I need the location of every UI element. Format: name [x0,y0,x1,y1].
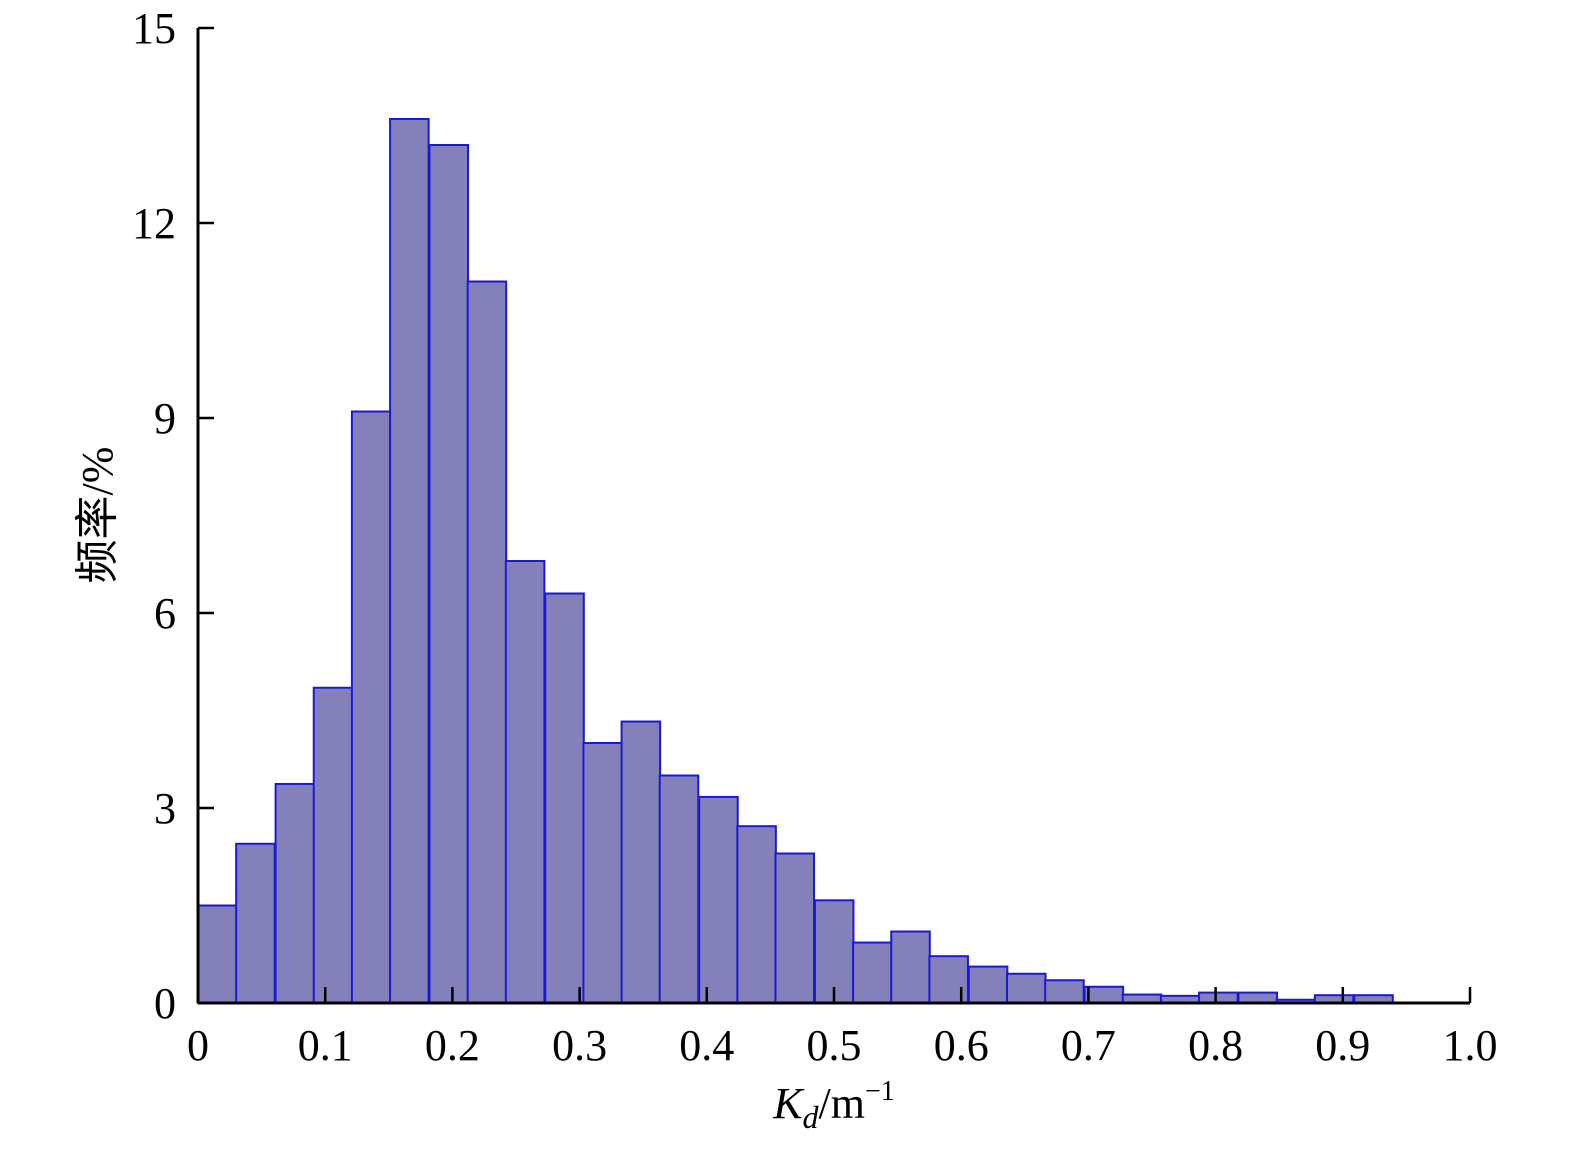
histogram-bar-5 [389,118,430,1004]
histogram-bar-10 [582,742,623,1004]
histogram-bar-9 [544,592,585,1004]
x-tick-label-2: 0.2 [425,1021,480,1070]
histogram-bar-7 [466,280,508,1004]
histogram-bar-21 [1005,972,1047,1004]
x-tick-label-9: 0.9 [1315,1021,1370,1070]
histogram-bar-22 [1044,979,1085,1004]
histogram-bar-8 [504,560,546,1004]
x-tick-label-6: 0.6 [934,1021,989,1070]
histogram-bar-4 [350,410,392,1004]
x-axis-title-unit: /m [819,1079,865,1128]
bar-group [197,118,1394,1005]
histogram-bar-23 [1083,985,1125,1004]
histogram-bar-12 [658,774,700,1004]
histogram-bar-2 [274,782,316,1005]
histogram-bar-15 [774,852,816,1004]
y-tick-label-2: 6 [154,589,176,638]
y-tick-label-1: 3 [154,784,176,833]
x-axis-title-main: K [772,1079,805,1128]
x-ticks: 0 0.1 0.2 0.3 0.4 0.5 0.6 0.7 0.8 0.9 1.0 [187,987,1498,1070]
x-tick-label-0: 0 [187,1021,209,1070]
x-tick-label-7: 0.7 [1061,1021,1116,1070]
histogram-bar-13 [698,795,739,1005]
x-tick-label-5: 0.5 [807,1021,862,1070]
histogram-bar-1 [235,842,276,1004]
histogram-bar-0 [197,904,238,1004]
x-tick-label-1: 0.1 [298,1021,353,1070]
y-tick-label-4: 12 [132,199,176,248]
histogram-bar-27 [1237,991,1279,1004]
y-tick-label-0: 0 [154,979,176,1028]
x-tick-label-4: 0.4 [679,1021,734,1070]
histogram-bar-17 [852,941,893,1004]
x-tick-label-8: 0.8 [1188,1021,1243,1070]
histogram-bar-16 [813,899,855,1004]
histogram-bar-3 [312,686,354,1004]
histogram-bar-6 [428,144,470,1004]
x-axis-title-sub: d [803,1099,820,1135]
y-tick-label-3: 9 [154,394,176,443]
x-tick-label-10: 1.0 [1443,1021,1498,1070]
histogram-bar-26 [1198,991,1239,1004]
x-axis-title-sup: −1 [865,1076,895,1107]
x-tick-label-3: 0.3 [552,1021,607,1070]
x-axis-title: Kd/m−1 [772,1076,895,1135]
y-ticks: 0 3 6 9 12 15 [132,4,214,1028]
histogram-bar-20 [967,965,1009,1004]
histogram-bar-11 [620,720,662,1004]
histogram-bar-14 [736,825,777,1005]
histogram-bar-18 [890,930,931,1004]
y-axis-title: 频率/% [73,447,122,584]
y-tick-label-5: 15 [132,4,176,53]
